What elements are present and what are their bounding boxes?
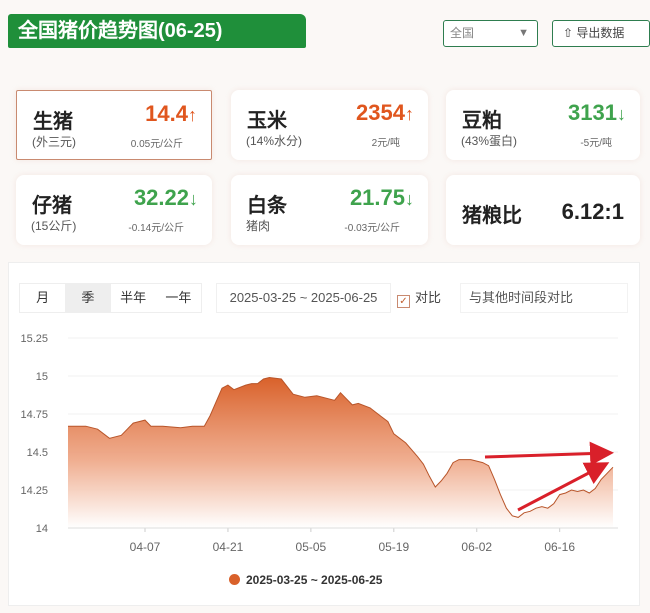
down-arrow-icon: ↓	[189, 189, 198, 209]
card-subtitle: 猪肉	[246, 219, 271, 233]
annotation-arrow	[517, 462, 610, 512]
checkmark-icon: ✓	[397, 295, 410, 308]
card-value: 2354	[356, 100, 405, 125]
price-card[interactable]: 白条 猪肉 21.75↓ -0.03元/公斤	[231, 175, 428, 245]
y-tick-label: 14.25	[20, 485, 48, 497]
tab-month[interactable]: 月	[36, 290, 50, 305]
card-change: -5元/吨	[580, 138, 612, 149]
card-value: 14.4	[145, 101, 188, 126]
card-name: 仔猪	[32, 195, 72, 217]
down-arrow-icon: ↓	[617, 104, 626, 124]
up-arrow-icon: ↑	[188, 105, 197, 125]
x-tick-label: 04-07	[130, 540, 161, 554]
region-select[interactable]: 全国 ▼	[443, 20, 538, 47]
series-line	[68, 376, 614, 518]
y-tick-label: 14.75	[20, 409, 48, 421]
legend-label: 2025-03-25 ~ 2025-06-25	[246, 573, 383, 587]
legend-item[interactable]: 2025-03-25 ~ 2025-06-25	[229, 573, 382, 587]
compare-period-input[interactable]: 与其他时间段对比	[460, 283, 628, 313]
y-tick-label: 14.5	[27, 447, 48, 459]
compare-checkbox[interactable]: ✓ 对比	[397, 283, 441, 313]
card-value: 6.12:1	[561, 199, 624, 224]
up-arrow-icon: ↑	[405, 104, 414, 124]
x-tick-label: 05-19	[378, 540, 409, 554]
date-range-picker[interactable]: 2025-03-25 ~ 2025-06-25	[216, 283, 391, 313]
card-change: -0.14元/公斤	[128, 223, 184, 234]
x-tick-label: 06-02	[461, 540, 492, 554]
card-name: 猪粮比	[462, 205, 522, 227]
price-card[interactable]: 豆粕 (43%蛋白) 3131↓ -5元/吨	[446, 90, 640, 160]
card-value: 21.75	[349, 185, 405, 210]
card-subtitle: (14%水分)	[246, 134, 303, 148]
card-name: 豆粕	[462, 110, 502, 132]
card-name: 生猪	[33, 111, 73, 133]
legend-dot-icon	[229, 574, 240, 585]
annotation-arrow	[484, 441, 614, 466]
card-subtitle: (43%蛋白)	[461, 134, 518, 148]
y-tick-label: 15.25	[20, 333, 48, 345]
card-subtitle: (15公斤)	[31, 219, 77, 233]
x-tick-label: 04-21	[213, 540, 244, 554]
tab-year[interactable]: 一年	[165, 290, 192, 305]
series-area	[68, 377, 613, 528]
upload-icon: ⇧	[563, 26, 574, 40]
card-value: 32.22	[133, 185, 189, 210]
down-arrow-icon: ↓	[405, 189, 414, 209]
x-tick-label: 05-05	[296, 540, 327, 554]
card-change: -0.03元/公斤	[344, 223, 400, 234]
y-tick-label: 14	[36, 523, 48, 535]
card-change: 0.05元/公斤	[130, 139, 183, 150]
period-tabs: 月 季 半年 一年	[19, 283, 202, 313]
card-subtitle: (外三元)	[32, 135, 76, 149]
export-label: 导出数据	[576, 26, 625, 40]
card-value: 3131	[568, 100, 617, 125]
region-select-value: 全国	[450, 26, 475, 40]
card-change: 2元/吨	[371, 138, 400, 149]
price-card[interactable]: 生猪 (外三元) 14.4↑ 0.05元/公斤	[16, 90, 212, 160]
card-name: 白条	[247, 195, 287, 217]
page-title: 全国猪价趋势图(06-25)	[8, 14, 306, 48]
tab-quarter[interactable]: 季	[65, 284, 111, 312]
price-card[interactable]: 仔猪 (15公斤) 32.22↓ -0.14元/公斤	[16, 175, 212, 245]
chevron-down-icon: ▼	[518, 27, 529, 39]
tab-half-year[interactable]: 半年	[120, 290, 147, 305]
compare-label: 对比	[415, 290, 442, 305]
price-card[interactable]: 猪粮比 6.12:1	[446, 175, 640, 245]
y-tick-label: 15	[36, 371, 48, 383]
card-name: 玉米	[247, 110, 287, 132]
x-tick-label: 06-16	[544, 540, 575, 554]
export-button[interactable]: ⇧ 导出数据	[552, 20, 650, 47]
price-card[interactable]: 玉米 (14%水分) 2354↑ 2元/吨	[231, 90, 428, 160]
